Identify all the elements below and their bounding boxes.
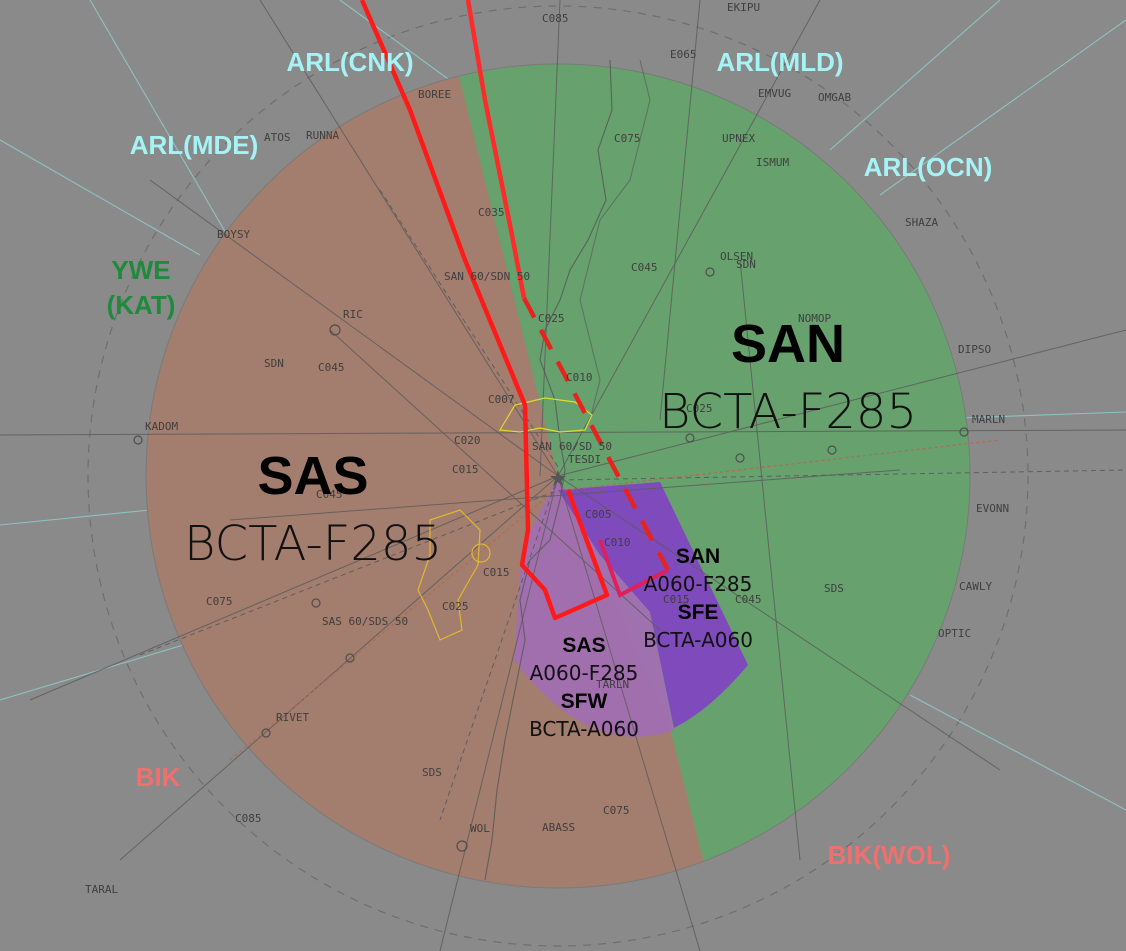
wp-san-inner: SAN xyxy=(532,440,552,453)
label-arl-mde: ARL(MDE) xyxy=(130,130,259,160)
wp-sdn-ne: SDN xyxy=(736,258,756,271)
wp-c015-se: C015 xyxy=(663,593,690,606)
wp-abass: ABASS xyxy=(542,821,575,834)
label-bik-wol: BIK(WOL) xyxy=(828,840,951,870)
wp-marln: MARLN xyxy=(972,413,1005,426)
wp-olsen: OLSEN xyxy=(720,250,753,263)
sfe-area xyxy=(558,482,748,728)
sas-sub-limits: A060-F285 xyxy=(530,661,639,685)
wp-c035: C035 xyxy=(478,206,505,219)
wp-tarln: TARLN xyxy=(596,678,629,691)
san-name: SAN xyxy=(731,314,845,374)
label-ywe: YWE xyxy=(111,255,170,285)
wp-c007: C007 xyxy=(488,393,515,406)
wp-sas-ring: 60/SD 50 xyxy=(559,440,612,453)
wp-c025-s: C025 xyxy=(442,600,469,613)
wp-c010-n: C010 xyxy=(566,371,593,384)
coastline xyxy=(484,59,613,881)
wp-san-ring: SAN 60/SDN 50 xyxy=(444,270,530,283)
san-limits: BCTA-F285 xyxy=(659,384,917,440)
wp-c015-s: C015 xyxy=(483,566,510,579)
external-sector-labels: ARL(CNK) ARL(MLD) ARL(MDE) ARL(OCN) YWE … xyxy=(107,47,993,870)
sector-labels: SAS BCTA-F285 SAN BCTA-F285 SAN A060-F28… xyxy=(184,314,917,741)
wp-c045-w: C045 xyxy=(318,361,345,374)
wp-c045-n: C045 xyxy=(631,261,658,274)
route-north-dashed xyxy=(522,296,670,572)
wp-c045-se: C045 xyxy=(735,593,762,606)
wp-sds-e: SDS xyxy=(824,582,844,595)
route-north xyxy=(465,0,527,299)
wp-rivet: RIVET xyxy=(276,711,309,724)
route-west xyxy=(359,0,610,621)
wp-atos: ATOS xyxy=(264,131,291,144)
wp-dipso: DIPSO xyxy=(958,343,991,356)
wp-optic: OPTIC xyxy=(938,627,971,640)
wp-c025-e: C025 xyxy=(686,402,713,415)
sfe-limits: BCTA-A060 xyxy=(643,628,753,652)
wp-shaza: SHAZA xyxy=(905,216,938,229)
wp-wol: WOL xyxy=(470,822,490,835)
wp-emvug: EMVUG xyxy=(758,87,791,100)
label-arl-ocn: ARL(OCN) xyxy=(864,152,993,182)
airways-dashed xyxy=(139,189,1126,821)
label-arl-mld: ARL(MLD) xyxy=(716,47,843,77)
tma-boundary xyxy=(145,63,971,889)
wp-ekipu: EKIPU xyxy=(727,1,760,14)
wp-e065: E065 xyxy=(670,48,697,61)
sfw-area xyxy=(514,476,674,737)
wp-ismum: ISMUM xyxy=(756,156,789,169)
wp-kadom: KADOM xyxy=(145,420,178,433)
wp-ric: RIC xyxy=(343,308,363,321)
wp-sas-60: SAS 60/SDS 50 xyxy=(322,615,408,628)
wp-c025-n: C025 xyxy=(538,312,565,325)
airways-dotted-red xyxy=(229,439,1001,761)
sfw-name: SFW xyxy=(561,690,608,713)
wp-c085-sw: C085 xyxy=(235,812,262,825)
label-ywe-kat: (KAT) xyxy=(107,290,176,320)
wp-c015-w: C015 xyxy=(452,463,479,476)
restricted-area-west xyxy=(417,509,481,641)
sas-limits: BCTA-F285 xyxy=(184,516,442,572)
wp-c010-s: C010 xyxy=(604,536,631,549)
wp-taral: TARAL xyxy=(85,883,118,896)
route-sfe xyxy=(598,539,669,598)
wp-sdn-w: SDN xyxy=(264,357,284,370)
sfw-limits: BCTA-A060 xyxy=(529,717,639,741)
wp-cawly: CAWLY xyxy=(959,580,992,593)
wp-c075-n: C075 xyxy=(614,132,641,145)
coastline-east xyxy=(579,59,651,421)
waypoint-labels: C085 EKIPU E065 EMVUG OMGAB UPNEX ISMUM … xyxy=(85,1,1009,896)
label-bik: BIK xyxy=(136,762,181,792)
wp-evonn: EVONN xyxy=(976,502,1009,515)
sas-sub-name: SAS xyxy=(562,634,605,657)
restricted-area-north xyxy=(498,397,593,433)
wp-c085-n: C085 xyxy=(542,12,569,25)
wp-c075-w: C075 xyxy=(206,595,233,608)
wp-upnex: UPNEX xyxy=(722,132,755,145)
wp-sds-s: SDS xyxy=(422,766,442,779)
wp-boysy: BOYSY xyxy=(217,228,250,241)
wp-c005: C005 xyxy=(585,508,612,521)
wp-nomop: NOMOP xyxy=(798,312,831,325)
wp-boree: BOREE xyxy=(418,88,451,101)
san-sub-name: SAN xyxy=(676,545,720,568)
wp-c075-s: C075 xyxy=(603,804,630,817)
san-sub-limits: A060-F285 xyxy=(644,572,753,596)
reference-point-marker xyxy=(550,470,566,486)
wp-c045-sw: C045 xyxy=(316,488,343,501)
sas-name: SAS xyxy=(257,446,368,506)
wp-tesdi: TESDI xyxy=(568,453,601,466)
restricted-circle xyxy=(471,543,491,563)
waypoint-symbols xyxy=(133,267,969,852)
label-arl-cnk: ARL(CNK) xyxy=(286,47,413,77)
wp-omgab: OMGAB xyxy=(818,91,851,104)
wp-runna: RUNNA xyxy=(306,129,339,142)
sfe-name: SFE xyxy=(678,601,719,624)
wp-c020: C020 xyxy=(454,434,481,447)
